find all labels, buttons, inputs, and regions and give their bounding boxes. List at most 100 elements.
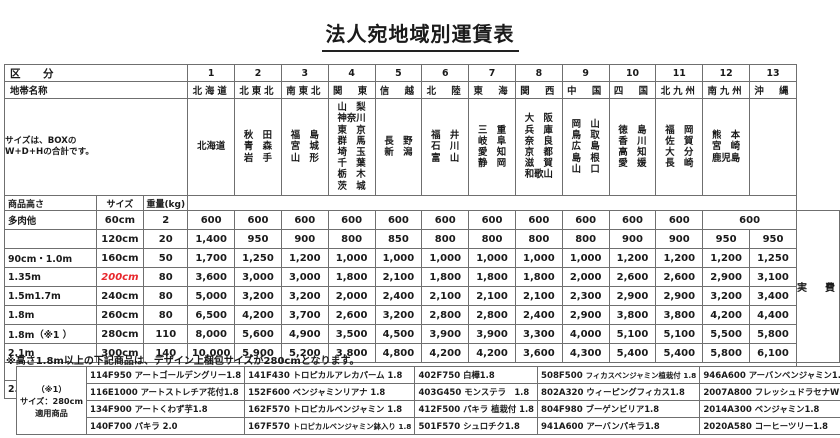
product-name: 白樺1.8 (463, 370, 495, 380)
rate-cell: 4,200 (468, 343, 516, 363)
rate-cell: 3,600 (514, 343, 563, 363)
product-name: ブーゲンビリア1.8 (585, 404, 660, 414)
size-note-line-1: W+D+Hの合計です。 (5, 146, 94, 157)
footnote-product-cell: 946A600 アーバンベンジャミン1.8 (699, 366, 840, 384)
prefecture-item: 青 森 (243, 141, 273, 153)
footnote-product-table: （※1） サイズ：280cm 適用商品 114F950 アートゴールデングリー1.8 1… (16, 366, 840, 435)
prefecture-item: 福 岡 (665, 124, 694, 136)
footnote-note: ※高さ1.8m以上の下記商品は、デザイン上梱包サイズが280cmとなります。 (6, 356, 360, 367)
product-name: パキラ 植栽付 1.8 (463, 404, 534, 414)
product-code: 804F980 (540, 405, 583, 415)
zone-number-10: 10 (608, 64, 657, 82)
prefecture-item: 香 川 (618, 135, 647, 147)
product-code: 114F950 (89, 371, 132, 381)
rate-cell: 950 (702, 229, 750, 249)
table-header-kubun: 区 分 1 2 3 4 5 6 7 8 9 10 11 12 13 (3, 64, 840, 82)
rate-row-height: 多肉他 (4, 210, 97, 230)
zone-number-2: 2 (234, 64, 282, 82)
prefecture-item: 山 形 (290, 152, 319, 164)
rate-cell: 3,600 (187, 267, 236, 287)
product-name: パキラ 2.0 (134, 421, 178, 431)
prefecture-item: 滋 賀 (524, 158, 553, 170)
page-title: 法人宛地域別運賃表 (321, 18, 519, 52)
rate-cell: 3,400 (749, 286, 797, 306)
rate-cell: 3,100 (749, 267, 797, 287)
rate-cell: 2,400 (374, 286, 423, 306)
rate-row-height: 1.8m (4, 305, 97, 325)
rate-cell: 850 (374, 229, 423, 249)
rate-cell: 1,000 (468, 248, 516, 268)
rate-cell: 2,100 (421, 286, 470, 306)
table-prefecture-row: サイズは、BOXの W+D+Hの合計です。 北海道 秋 田青 森岩 手 福 島宮… (3, 98, 840, 196)
freight-rate-table: 区 分 1 2 3 4 5 6 7 8 9 10 11 12 13 地帯名称 北… (3, 64, 840, 399)
jippi-cell: 実 費 (796, 210, 840, 363)
prefecture-item: 福 井 (431, 130, 460, 142)
rate-row-weight: 80 (143, 305, 189, 325)
prefecture-item: 広 島 (571, 141, 600, 153)
rate-cell: 3,800 (327, 343, 376, 363)
rate-cell: 3,900 (468, 324, 516, 344)
footnote-product-cell: 134F900 アートくわず芋1.8 (85, 400, 246, 418)
rate-cell: 1,000 (421, 248, 470, 268)
kubun-header-cell: 区 分 (3, 64, 189, 82)
rate-cell: 2,600 (327, 305, 376, 325)
prefectures-zone-2: 秋 田青 森岩 手 (234, 98, 282, 196)
product-name: モンステラ 1.8 (464, 387, 530, 397)
rate-cell: 3,700 (280, 305, 329, 325)
rate-cell: 3,500 (327, 324, 376, 344)
rate-cell: 3,300 (514, 324, 563, 344)
prefecture-item: 岐 阜 (477, 135, 507, 147)
weight-column-header: 重量(kg) (143, 195, 189, 211)
zone-name-10: 四 国 (608, 81, 657, 99)
rate-row-weight: 2 (143, 210, 189, 230)
product-name: トロピカルベンジャミン鉢入り 1.8 (292, 421, 412, 431)
rate-row: 120cm 20 1,400 950 900 800 850 800 800 800 800 900 9… (4, 229, 840, 249)
footnote-product-cell: 116E1000 アートストレチア花付1.8 (85, 383, 246, 401)
rate-cell: 800 (421, 229, 470, 249)
rate-cell: 3,200 (234, 286, 282, 306)
prefecture-item: 熊 本 (712, 130, 741, 142)
footnote-product-cell: 162F570 トロピカルベンジャミン 1.8 (244, 400, 416, 418)
prefecture-item: 栃 木 (337, 169, 366, 181)
product-name: アーバンパキラ1.8 (586, 421, 660, 431)
zone-name-3: 南東北 (280, 81, 329, 99)
product-code: 802A320 (540, 388, 584, 398)
prefecture-item: 長 崎 (665, 158, 694, 170)
footnote-product-cell: 167F570 トロピカルベンジャミン鉢入り 1.8 (244, 417, 416, 435)
prefecture-item: 群 馬 (337, 135, 366, 147)
rate-row-weight: 20 (143, 229, 189, 249)
rate-cell: 600 (468, 210, 516, 230)
rate-cell: 5,200 (280, 343, 329, 363)
product-code: 140F700 (89, 422, 132, 432)
rate-cell: 5,100 (608, 324, 657, 344)
rate-row: 1.8m 260cm 80 6,500 4,200 3,700 2,600 3,200 2,80… (4, 305, 840, 325)
footnote-label-cell: （※1） サイズ：280cm 適用商品 (16, 366, 87, 435)
footnote-row: 134F900 アートくわず芋1.8 162F570 トロピカルベンジャミン 1.… (17, 400, 840, 418)
prefecture-item: 徳 島 (618, 124, 647, 136)
rate-cell: 5,600 (234, 324, 282, 344)
rate-row-height: 1.35m (4, 267, 97, 287)
rate-cell: 1,800 (327, 267, 376, 287)
rate-cell: 5,400 (608, 343, 657, 363)
rate-row-height: 90cm・1.0m (4, 248, 97, 268)
rate-row: 1.8m（※1 ） 280cm 110 8,000 5,600 4,900 3,500 4,5… (4, 324, 840, 344)
rate-row-weight: 110 (143, 324, 189, 344)
zone-number-6: 6 (421, 64, 470, 82)
prefectures-zone-13 (749, 98, 797, 196)
zone-number-1: 1 (187, 64, 236, 82)
rate-cell: 600 (608, 210, 657, 230)
rate-cell: 1,200 (702, 248, 750, 268)
rate-cell: 800 (514, 229, 563, 249)
prefecture-item: 福 島 (290, 130, 319, 142)
product-name: シュロチク1.8 (463, 421, 520, 431)
rate-cell: 3,900 (421, 324, 470, 344)
rate-cell: 800 (327, 229, 376, 249)
rate-cell: 900 (280, 229, 329, 249)
product-name: トロピカルベンジャミン 1.8 (292, 404, 403, 414)
prefecture-item: 山 口 (571, 163, 600, 175)
rate-cell: 600 (655, 210, 704, 230)
rate-cell: 1,000 (561, 248, 610, 268)
product-name: アートくわず芋1.8 (134, 404, 208, 414)
rate-cell: 800 (468, 229, 516, 249)
